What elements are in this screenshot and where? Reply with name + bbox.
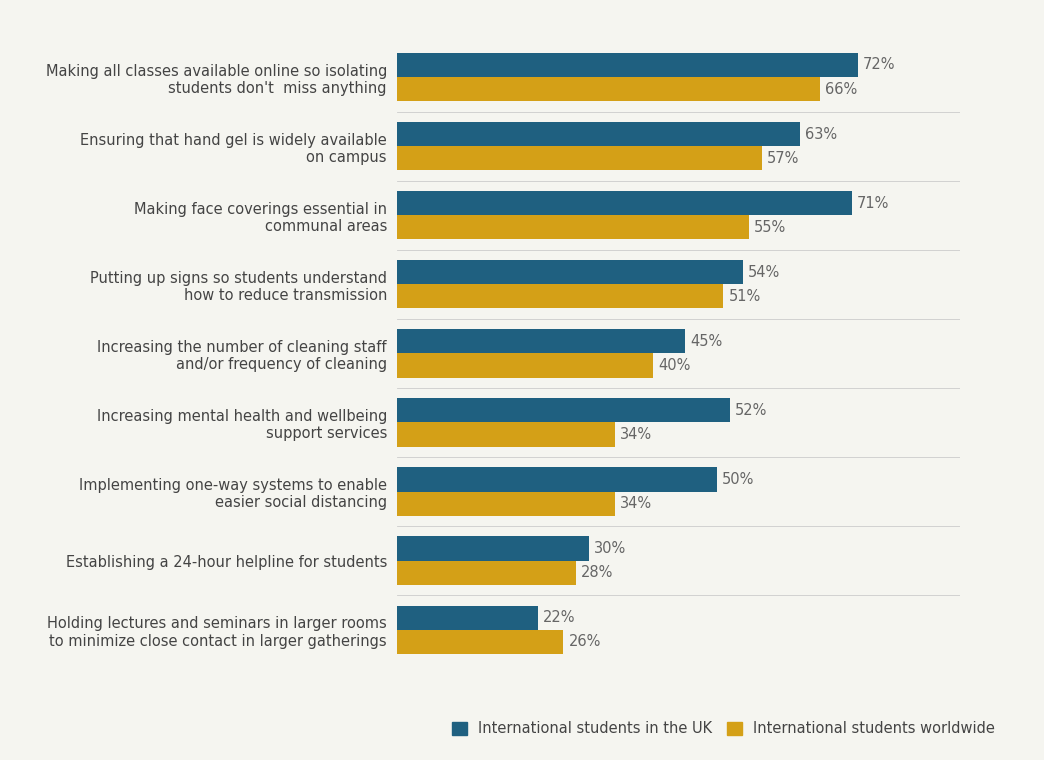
Text: 22%: 22% — [543, 610, 575, 625]
Text: 63%: 63% — [806, 126, 837, 141]
Bar — [397, 215, 750, 239]
Bar — [397, 492, 615, 516]
Text: 40%: 40% — [658, 358, 690, 373]
Bar — [397, 146, 762, 170]
Bar — [397, 329, 685, 353]
Text: 34%: 34% — [620, 496, 651, 511]
Text: 55%: 55% — [754, 220, 786, 235]
Text: 34%: 34% — [620, 427, 651, 442]
Bar — [397, 191, 852, 215]
Text: 72%: 72% — [863, 58, 896, 72]
Bar — [397, 353, 652, 378]
Text: 66%: 66% — [825, 81, 857, 97]
Bar — [397, 467, 717, 492]
Bar — [397, 630, 564, 654]
Bar — [397, 423, 615, 447]
Bar — [397, 537, 589, 561]
Bar — [397, 606, 538, 630]
Text: 51%: 51% — [729, 289, 761, 304]
Text: 71%: 71% — [857, 195, 889, 211]
Legend: International students in the UK, International students worldwide: International students in the UK, Intern… — [452, 721, 995, 736]
Text: 45%: 45% — [690, 334, 722, 349]
Bar — [397, 122, 801, 146]
Text: 28%: 28% — [582, 565, 614, 581]
Text: 30%: 30% — [594, 541, 626, 556]
Bar — [397, 260, 742, 284]
Text: 54%: 54% — [748, 264, 780, 280]
Bar — [397, 77, 820, 101]
Bar — [397, 284, 723, 309]
Bar — [397, 53, 858, 77]
Text: 50%: 50% — [722, 472, 755, 487]
Text: 26%: 26% — [568, 635, 600, 649]
Text: 52%: 52% — [735, 403, 767, 418]
Bar — [397, 398, 730, 423]
Text: 57%: 57% — [767, 150, 800, 166]
Bar — [397, 561, 576, 585]
